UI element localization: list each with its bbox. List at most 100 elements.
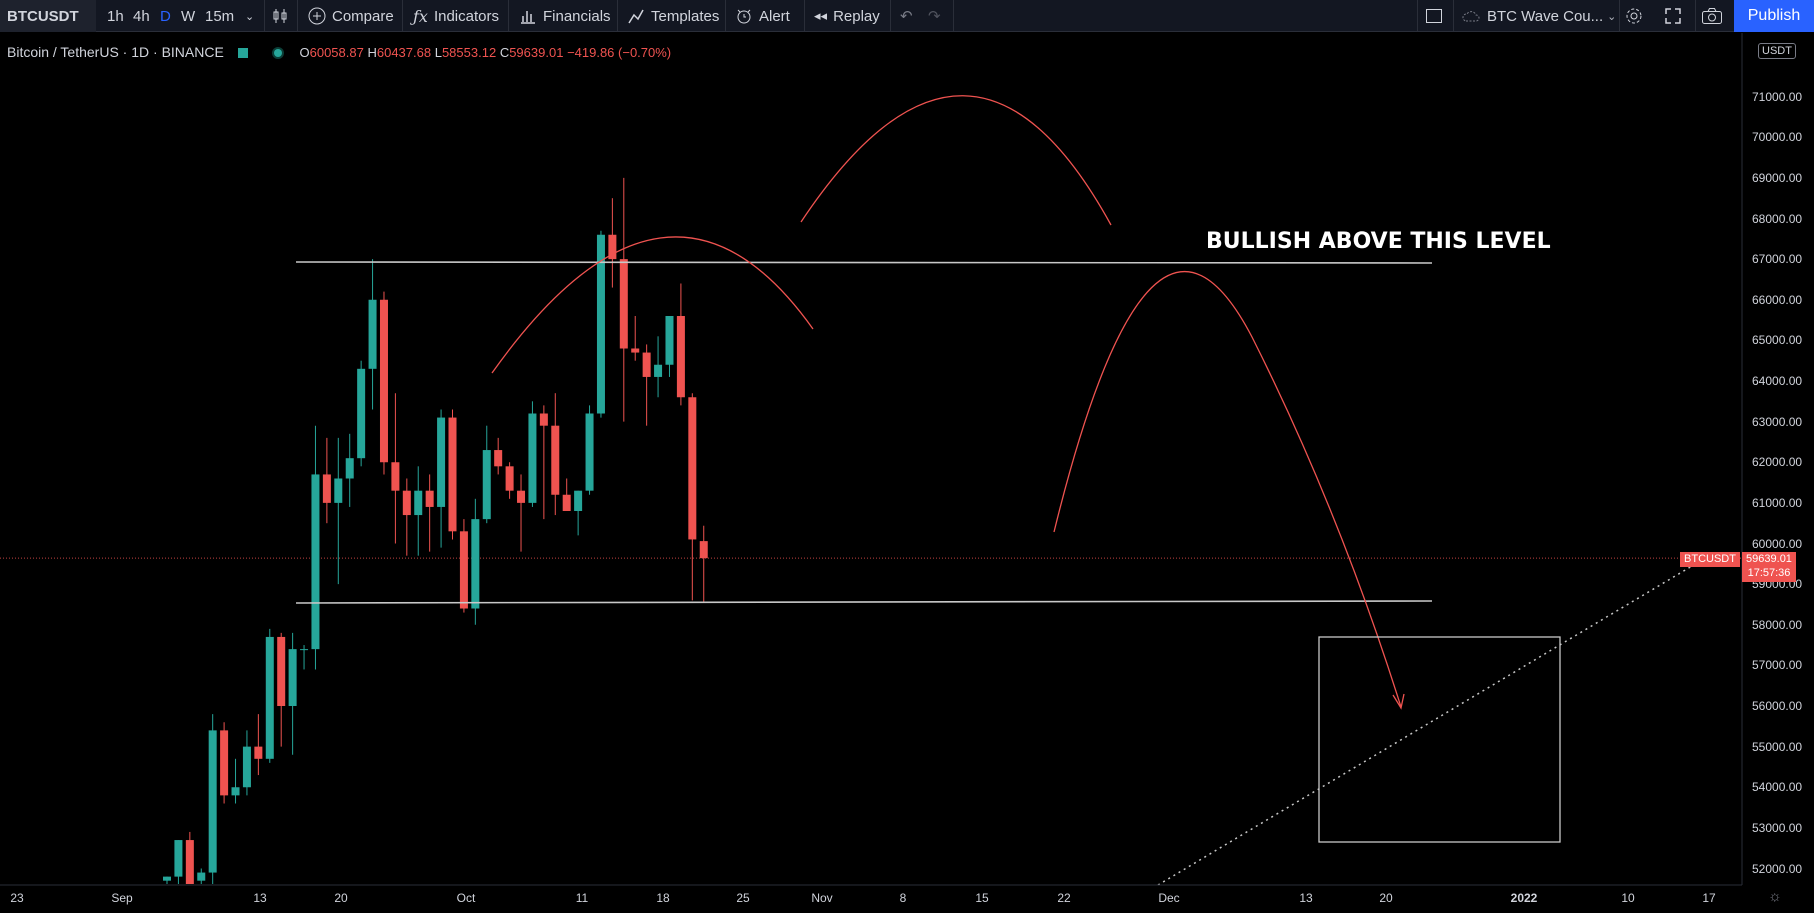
price-tick-label: 61000.00: [1752, 495, 1803, 510]
compare-button[interactable]: Compare: [308, 0, 394, 32]
candle-body: [459, 531, 468, 609]
undo-icon: ↶: [900, 8, 913, 25]
candle: [551, 393, 560, 516]
sun-icon: ☼: [1768, 888, 1782, 905]
currency-badge[interactable]: USDT: [1758, 43, 1796, 59]
price-tick-label: 52000.00: [1752, 861, 1803, 876]
market-open-flag-icon: [237, 48, 248, 58]
candle-body: [357, 368, 366, 459]
interval-w-button[interactable]: W: [181, 0, 195, 32]
candle: [368, 259, 377, 410]
interval-4h-label: 4h: [133, 7, 150, 25]
candle: [619, 177, 628, 422]
dotted-trendline[interactable]: [1157, 562, 1698, 886]
legend-title[interactable]: Bitcoin / TetherUS · 1D · BINANCE: [7, 44, 224, 60]
interval-d-button[interactable]: D: [160, 0, 171, 32]
horizontal-levels[interactable]: [295, 261, 1433, 604]
interval-15m-button[interactable]: 15m: [205, 0, 234, 32]
indicators-button[interactable]: ƒx Indicators: [413, 0, 499, 32]
candle-body: [231, 787, 240, 796]
candle-body: [494, 450, 503, 467]
undo-button[interactable]: ↶: [900, 0, 913, 32]
interval-dropdown-button[interactable]: ⌄: [245, 0, 254, 32]
fullscreen-button[interactable]: [1664, 0, 1682, 32]
candle-body: [642, 352, 651, 377]
candle: [425, 474, 434, 552]
settings-button[interactable]: [1624, 0, 1644, 32]
financials-button[interactable]: Financials: [519, 0, 611, 32]
price-tick-label: 54000.00: [1752, 780, 1803, 795]
interval-1h-button[interactable]: 1h: [107, 0, 124, 32]
drawings[interactable]: [491, 95, 1698, 886]
candle-body: [562, 494, 571, 511]
toolbar-divider: [264, 0, 265, 32]
price-axis[interactable]: 71000.00 70000.00 69000.00 68000.00 67000.00…: [1742, 33, 1814, 885]
interval-d-label: D: [160, 7, 171, 25]
close-key: C: [499, 45, 510, 60]
snapshot-button[interactable]: [1701, 0, 1723, 32]
replay-button[interactable]: ◂◂ Replay: [814, 0, 880, 32]
time-tick-label: 11: [575, 891, 589, 905]
time-tick-label: 2022: [1510, 891, 1538, 905]
candle-body: [391, 462, 400, 491]
candle-body: [288, 649, 297, 706]
candle-body: [665, 316, 674, 365]
candle-body: [254, 746, 263, 759]
candle-body: [608, 234, 617, 260]
candle-body: [517, 490, 526, 503]
candle-body: [265, 636, 274, 759]
symbol-search-button[interactable]: BTCUSDT: [0, 0, 96, 32]
interval-4h-button[interactable]: 4h: [133, 0, 150, 32]
candle: [676, 283, 685, 406]
rewind-icon: ◂◂: [814, 8, 828, 23]
candle-body: [163, 876, 171, 881]
time-tick-label: 20: [1379, 891, 1393, 905]
fullscreen-layout-button[interactable]: [1425, 0, 1443, 32]
toolbar-divider: [890, 0, 891, 32]
interval-w-label: W: [181, 7, 196, 25]
horizontal-level-line[interactable]: [295, 261, 1433, 264]
publish-button[interactable]: Publish: [1734, 0, 1814, 32]
chart-type-button[interactable]: [271, 0, 289, 32]
horizontal-level-line[interactable]: [295, 600, 1433, 604]
replay-label: Replay: [833, 7, 880, 25]
candle: [631, 316, 640, 361]
candle: [231, 758, 240, 804]
axis-settings-button[interactable]: ☼: [1768, 888, 1782, 905]
candle: [437, 409, 446, 548]
price-tick-label: 56000.00: [1752, 699, 1803, 713]
candle-body: [425, 490, 434, 507]
candle-body: [631, 348, 640, 353]
candle-body: [368, 299, 377, 369]
cloud-icon: [1462, 11, 1480, 22]
projection-arc[interactable]: [1053, 271, 1402, 708]
candle-body: [688, 397, 697, 540]
candle: [654, 336, 663, 398]
gear-icon: [1626, 8, 1642, 24]
expand-icon: [1665, 8, 1681, 24]
head-arc[interactable]: [800, 95, 1112, 226]
candle-body: [208, 730, 217, 873]
candle: [562, 478, 571, 511]
candle-body: [471, 519, 480, 609]
redo-button[interactable]: ↷: [928, 0, 941, 32]
bullish-level-annotation[interactable]: BULLISH ABOVE THIS LEVEL: [1206, 229, 1551, 254]
price-tick-label: 66000.00: [1752, 292, 1803, 307]
candle: [174, 840, 183, 884]
price-tick-label: 57000.00: [1752, 658, 1803, 673]
time-tick-label: 10: [1621, 891, 1635, 905]
candle-body: [574, 490, 583, 511]
candle-body: [699, 541, 708, 559]
candle: [539, 405, 548, 520]
candle-body: [414, 490, 423, 516]
toolbar-divider: [402, 0, 403, 32]
layout-name-button[interactable]: BTC Wave Cou... ⌄: [1461, 0, 1616, 32]
left-shoulder-arc[interactable]: [491, 236, 814, 374]
candle-body: [528, 413, 537, 503]
target-box[interactable]: [1318, 636, 1561, 843]
alert-button[interactable]: Alert: [735, 0, 790, 32]
templates-button[interactable]: Templates: [627, 0, 719, 32]
candle-body: [654, 364, 663, 377]
candle: [688, 393, 697, 601]
